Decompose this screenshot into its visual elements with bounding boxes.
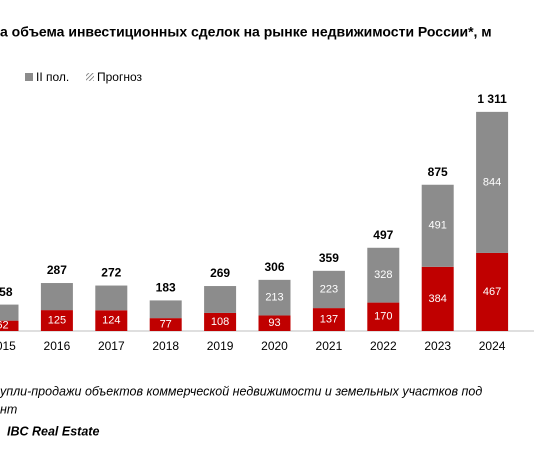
- total-label: 875: [428, 165, 448, 179]
- value-label: 137: [320, 313, 338, 325]
- footnote: нт: [0, 402, 17, 416]
- x-tick-label: 2017: [98, 339, 125, 353]
- bar-segment: [476, 111, 509, 253]
- bar-segment: [0, 320, 19, 331]
- bar-segment: [95, 285, 128, 311]
- chart-title: а объема инвестиционных сделок на рынке …: [0, 24, 492, 40]
- source: IBC Real Estate: [7, 424, 99, 438]
- value-label: 491: [429, 220, 447, 232]
- x-tick-label: 2018: [152, 339, 179, 353]
- total-label: 306: [264, 260, 284, 274]
- bar-segment: [0, 304, 19, 321]
- value-label: 844: [483, 176, 501, 188]
- value-label: 108: [211, 316, 229, 328]
- total-label: 1 311: [477, 92, 507, 106]
- legend-swatch: [25, 73, 33, 81]
- total-label: 272: [101, 266, 121, 280]
- legend-swatch: [86, 73, 94, 81]
- total-label: 359: [319, 251, 339, 265]
- x-tick-label: 2015: [0, 339, 16, 353]
- footnote: упли-продажи объектов коммерческой недви…: [0, 384, 482, 398]
- x-tick-label: 2024: [479, 339, 506, 353]
- bar-segment: [95, 310, 128, 331]
- bar-segment: [40, 310, 73, 331]
- value-label: 93: [268, 317, 280, 329]
- bar-segment: [367, 247, 400, 303]
- total-label: 269: [210, 266, 230, 280]
- bar-segment: [204, 286, 237, 313]
- bar-segment: [421, 184, 454, 267]
- bar-segment: [476, 252, 509, 331]
- legend-label: Прогноз: [97, 70, 143, 84]
- value-label: 62: [0, 320, 9, 332]
- bar-segment: [258, 315, 291, 331]
- bar-segment: [367, 302, 400, 331]
- bar-segment: [312, 270, 345, 309]
- value-label: 223: [320, 283, 338, 295]
- total-label: 183: [156, 281, 176, 295]
- value-label: 124: [102, 315, 120, 327]
- bar-segment: [421, 266, 454, 331]
- x-tick-label: 2022: [370, 339, 397, 353]
- legend-label: II пол.: [36, 70, 69, 84]
- total-label: 497: [373, 228, 393, 242]
- bar-segment: [149, 300, 182, 319]
- value-label: 384: [429, 293, 447, 305]
- value-label: 467: [483, 286, 501, 298]
- value-label: 328: [374, 269, 392, 281]
- total-label: 158: [0, 285, 13, 299]
- total-label: 287: [47, 263, 67, 277]
- bar-segment: [258, 279, 291, 316]
- legend-label: I пол.: [0, 70, 1, 84]
- x-tick-label: 2023: [424, 339, 451, 353]
- bar-segment: [312, 308, 345, 331]
- bar-segment: [204, 312, 237, 331]
- bar-segment: [40, 283, 73, 311]
- value-label: 125: [48, 314, 66, 326]
- value-label: 213: [265, 292, 283, 304]
- x-tick-label: 2020: [261, 339, 288, 353]
- value-label: 170: [374, 311, 392, 323]
- bar-segment: [149, 318, 182, 331]
- x-tick-label: 2019: [207, 339, 234, 353]
- value-label: 77: [160, 318, 172, 330]
- x-tick-label: 2021: [316, 339, 343, 353]
- x-tick-label: 2016: [44, 339, 71, 353]
